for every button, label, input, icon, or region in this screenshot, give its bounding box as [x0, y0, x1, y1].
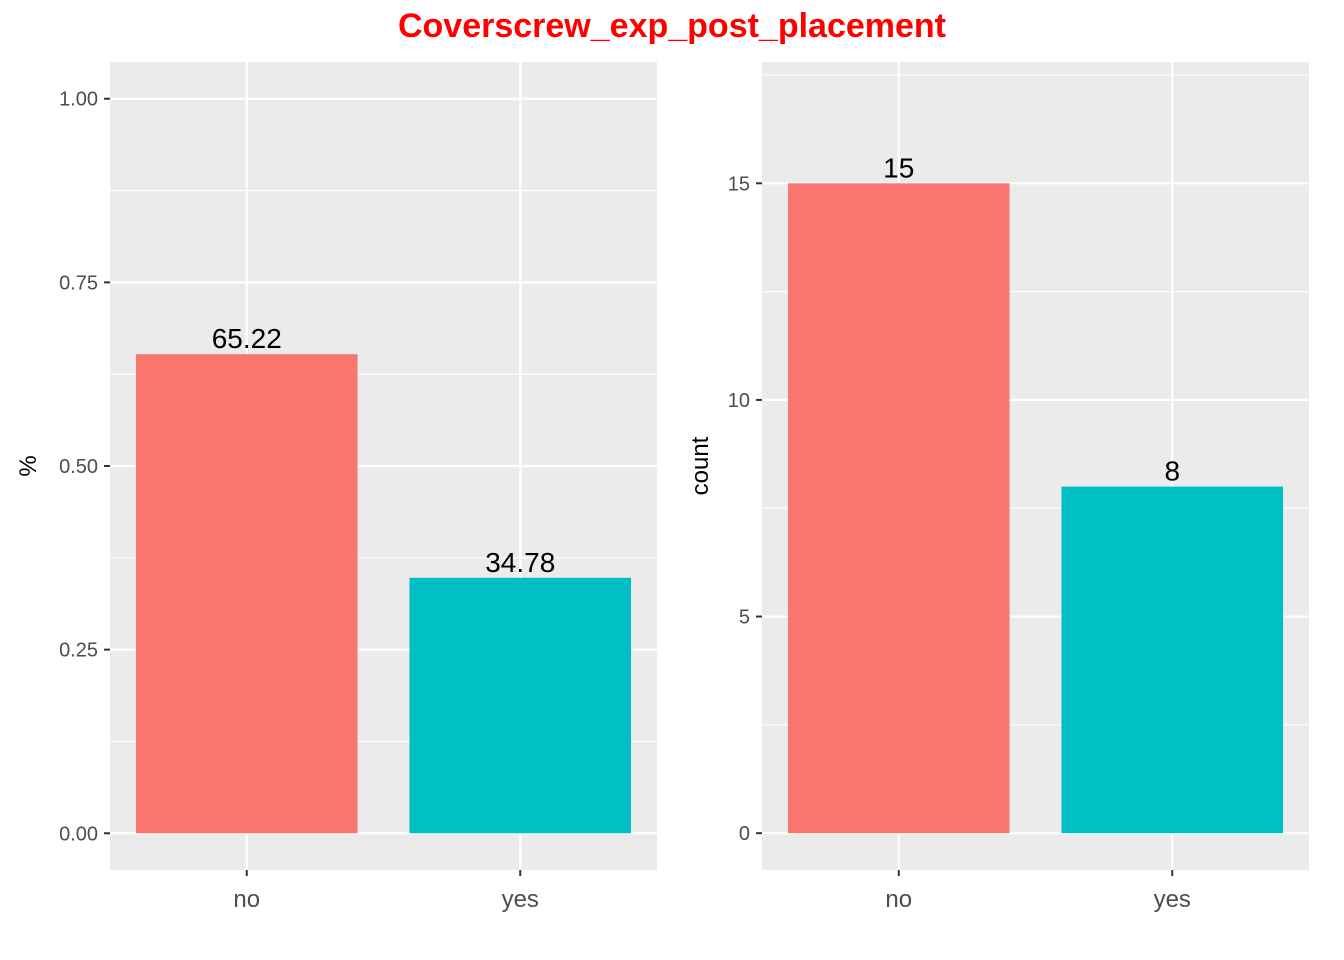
x-tick-label-yes: yes: [502, 886, 539, 913]
data-label-yes: 8: [1164, 456, 1180, 487]
chart-title: Coverscrew_exp_post_placement: [397, 7, 947, 45]
y-tick-label: 5: [739, 607, 750, 629]
y-axis-title: count: [687, 436, 714, 495]
x-tick-label-no: no: [885, 886, 912, 913]
y-tick-label: 0.75: [59, 272, 98, 294]
bar-yes: [409, 577, 632, 834]
chart-panel-2: 15 8 0 5 10 15 no yes count: [687, 62, 1309, 913]
bar-no: [787, 183, 1010, 834]
y-tick-label: 15: [728, 173, 750, 195]
data-label-no: 15: [883, 152, 914, 183]
y-tick-label: 0.25: [59, 640, 98, 662]
x-tick-label-yes: yes: [1154, 886, 1191, 913]
x-tick-label-no: no: [233, 886, 260, 913]
y-tick-label: 0.50: [59, 456, 98, 478]
y-tick-label: 10: [728, 390, 750, 412]
data-label-yes: 34.78: [485, 547, 555, 578]
data-label-no: 65.22: [212, 323, 282, 354]
chart-panel-1: 65.22 34.78 0.00 0.25 0.50 0.75 1.00 no yes%: [15, 62, 657, 913]
y-tick-label: 0.00: [59, 823, 98, 845]
y-tick-label: 0: [739, 823, 750, 845]
y-tick-label: 1.00: [59, 89, 98, 111]
y-axis-title: %: [15, 455, 42, 476]
bar-yes: [1061, 486, 1284, 834]
bar-no: [135, 354, 358, 834]
